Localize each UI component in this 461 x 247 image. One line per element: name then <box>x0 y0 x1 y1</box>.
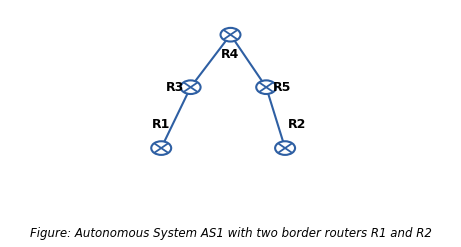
Ellipse shape <box>256 80 276 94</box>
Text: R5: R5 <box>273 81 291 94</box>
Ellipse shape <box>275 141 295 155</box>
Text: R1: R1 <box>152 119 171 131</box>
Text: R3: R3 <box>166 81 184 94</box>
Text: R2: R2 <box>288 119 306 131</box>
Text: Figure: Autonomous System AS1 with two border routers R1 and R2: Figure: Autonomous System AS1 with two b… <box>30 226 431 240</box>
Text: R4: R4 <box>221 48 240 61</box>
Ellipse shape <box>220 28 241 41</box>
Ellipse shape <box>181 80 201 94</box>
Ellipse shape <box>151 141 171 155</box>
